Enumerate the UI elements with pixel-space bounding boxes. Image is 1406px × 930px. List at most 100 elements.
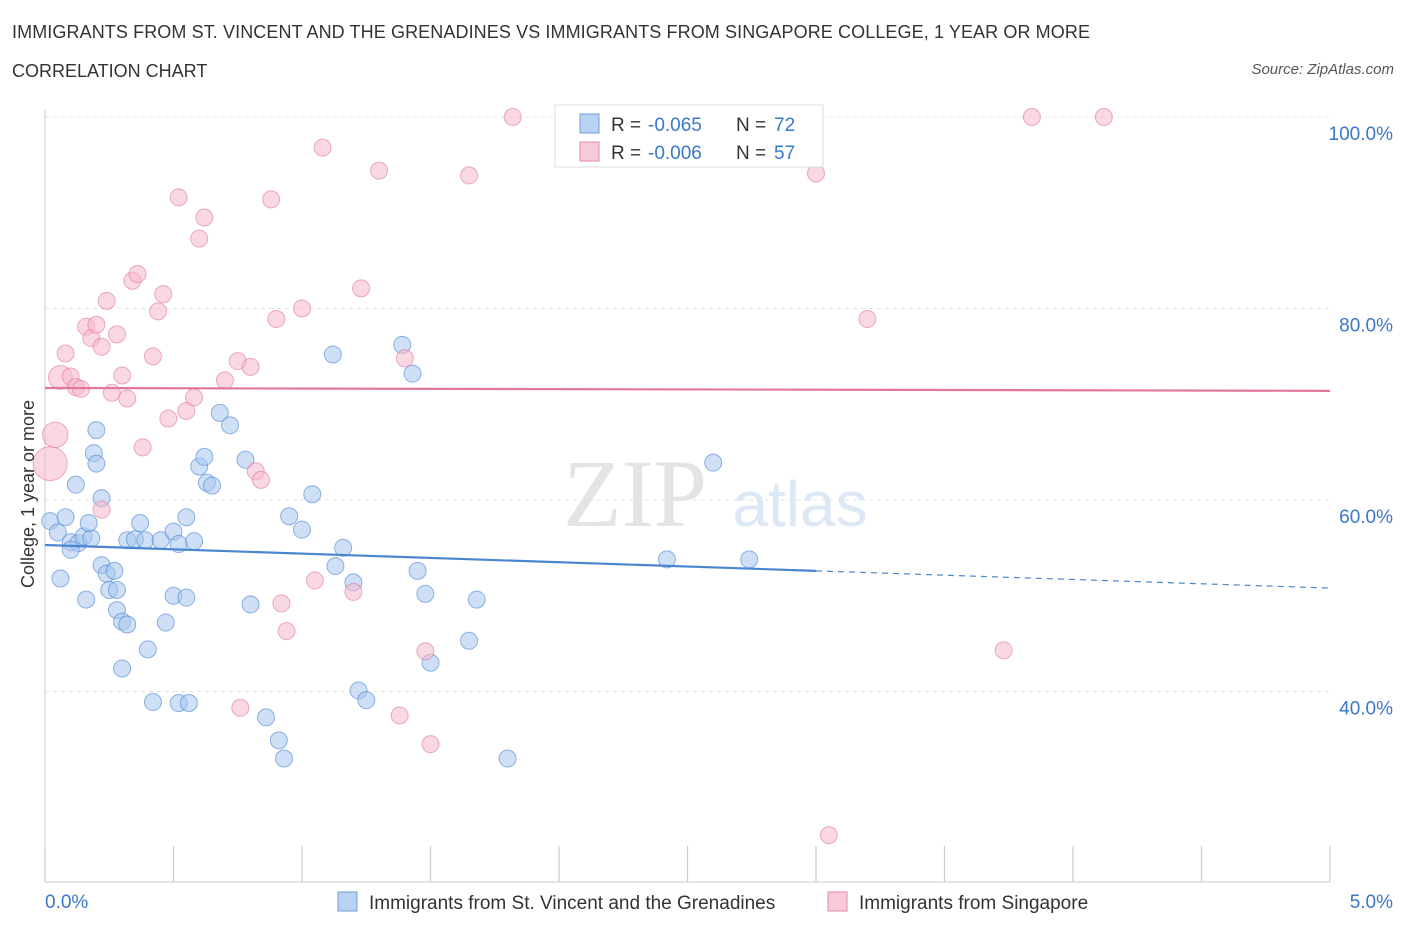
data-point-singapore [994,641,1013,660]
data-point-singapore [215,371,234,390]
data-point-singapore [241,357,260,376]
data-point-singapore [460,166,479,185]
stats-r-label: R = [611,143,641,164]
data-point-singapore [416,642,435,661]
data-points [32,108,1113,845]
data-point-singapore [143,347,162,366]
data-point-st-vincent [275,749,294,768]
data-point-st-vincent [257,708,276,727]
data-point-singapore [128,265,147,284]
data-point-singapore [1094,108,1113,126]
legend-swatch-blue [337,891,358,912]
data-point-singapore [190,229,209,248]
stats-swatch-blue [579,113,600,134]
data-point-st-vincent [138,640,157,659]
data-point-singapore [305,571,324,590]
data-point-singapore [159,409,178,428]
data-point-singapore [185,388,204,407]
stats-n-value: 57 [774,143,795,164]
data-point-singapore [262,190,281,209]
data-point-singapore [118,389,137,408]
data-point-singapore [56,344,75,363]
data-point-singapore [133,438,152,457]
data-point-st-vincent [143,693,162,712]
data-point-st-vincent [107,581,126,600]
data-point-st-vincent [241,595,260,614]
data-point-st-vincent [460,631,479,650]
zipatlas-watermark: ZIP atlas [563,440,868,547]
trend-lines [44,386,1331,589]
data-point-singapore [395,349,414,368]
trend-line-st-vincent [44,543,817,572]
data-point-st-vincent [177,508,196,527]
data-point-singapore [267,310,286,329]
trend-line-singapore [44,386,1331,392]
data-point-st-vincent [403,364,422,383]
stats-legend: R = -0.065 N = 72 R = -0.006 N = 57 [554,104,824,168]
data-point-singapore [32,446,68,482]
data-point-st-vincent [48,523,67,542]
y-tick-label: 80.0% [1339,316,1393,337]
data-point-st-vincent [156,613,175,632]
data-point-singapore [251,470,270,489]
data-point-st-vincent [269,731,288,750]
stats-n-label: N = [736,115,766,136]
data-point-st-vincent [195,447,214,466]
chart-title: IMMIGRANTS FROM ST. VINCENT AND THE GREN… [12,22,1091,42]
series-legend: Immigrants from St. Vincent and the Gren… [337,891,1088,914]
data-point-singapore [42,421,69,449]
data-point-singapore [97,291,116,310]
data-point-st-vincent [657,550,676,569]
stats-r-value: -0.006 [648,143,702,164]
data-point-st-vincent [203,476,222,495]
data-point-singapore [277,622,296,641]
data-point-singapore [177,401,196,420]
data-point-singapore [92,500,111,519]
stats-n-label: N = [736,143,766,164]
data-point-st-vincent [357,691,376,710]
data-point-singapore [313,138,332,157]
chart-subtitle: CORRELATION CHART [12,61,208,81]
legend-swatch-pink [827,891,848,912]
source-credit: Source: ZipAtlas.com [1251,61,1394,78]
data-point-st-vincent [79,513,98,532]
data-point-st-vincent [136,531,155,550]
data-point-singapore [102,383,121,402]
data-point-st-vincent [113,659,132,678]
data-point-singapore [149,302,168,321]
data-point-st-vincent [177,588,196,607]
data-point-st-vincent [221,416,240,435]
y-tick-label: 100.0% [1329,124,1394,145]
data-point-singapore [92,337,111,356]
data-point-singapore [421,735,440,754]
watermark-atlas: atlas [732,468,867,540]
data-point-singapore [293,299,311,318]
data-point-singapore [113,366,132,385]
data-point-st-vincent [740,550,759,569]
y-tick-label: 60.0% [1339,507,1393,528]
data-point-st-vincent [280,507,299,526]
stats-r-label: R = [611,115,641,136]
grid-lines [45,116,1330,692]
data-point-st-vincent [334,538,353,557]
data-point-singapore [819,826,838,845]
data-point-st-vincent [303,485,322,504]
data-point-st-vincent [87,421,106,440]
x-tick-label: 0.0% [45,892,88,913]
data-point-singapore [231,698,250,717]
stats-n-value: 72 [774,115,795,136]
data-point-st-vincent [118,615,137,634]
data-point-singapore [352,279,371,298]
data-point-st-vincent [82,529,101,548]
tick-labels: 100.0% 80.0% 60.0% 40.0% 0.0% 5.0% [45,124,1393,913]
data-point-st-vincent [467,590,486,609]
data-point-st-vincent [51,569,70,588]
data-point-singapore [390,706,409,725]
data-point-st-vincent [66,475,85,494]
data-point-singapore [503,108,522,126]
data-point-st-vincent [236,450,255,469]
y-axis-label: College, 1 year or more [18,400,38,588]
data-point-st-vincent [498,749,517,768]
x-tick-label: 5.0% [1350,892,1393,913]
data-point-st-vincent [131,513,150,532]
